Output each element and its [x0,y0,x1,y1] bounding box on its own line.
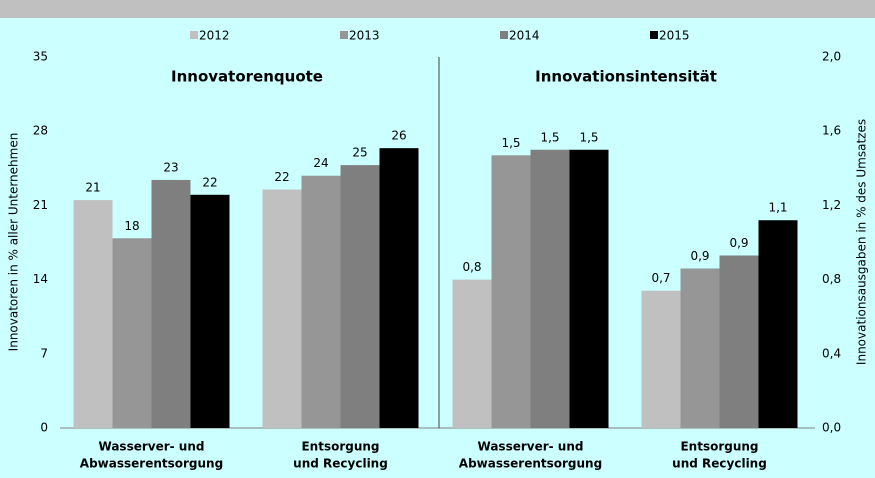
x-tick-label: Abwasserentsorgung [459,457,602,471]
y-tick-label: 7 [40,346,48,360]
data-label: 23 [163,160,178,174]
legend-swatch [190,31,198,39]
legend-swatch [340,31,348,39]
data-label: 0,9 [690,249,709,263]
bar [641,290,681,428]
y2-tick-label: 1,6 [822,124,841,138]
bar [530,149,570,428]
y-tick-label: 28 [33,124,48,138]
y2-tick-label: 0,4 [822,346,841,360]
legend-swatch [500,31,508,39]
y-tick-label: 35 [33,50,48,64]
bar [190,194,230,428]
x-tick-label: Abwasserentsorgung [80,457,223,471]
bar [719,255,759,428]
data-label: 18 [124,219,139,233]
bar [73,200,113,428]
top-bar [0,0,875,18]
legend-label: 2012 [199,29,230,43]
y2-tick-label: 0,0 [822,421,841,435]
bar [340,165,380,428]
legend-label: 2015 [659,29,690,43]
data-label: 25 [352,146,367,160]
x-tick-label: Wasserver- und [478,440,584,454]
bar [379,148,419,428]
bar [491,155,531,428]
panel-title: Innovatorenquote [171,68,323,86]
data-label: 22 [202,175,217,189]
data-label: 1,5 [501,136,520,150]
y2-tick-label: 2,0 [822,50,841,64]
bar [569,149,609,428]
data-label: 0,9 [729,236,748,250]
legend-swatch [650,31,658,39]
data-label: 1,5 [540,130,559,144]
panel-title: Innovationsintensität [535,68,717,86]
data-label: 21 [85,181,100,195]
legend-label: 2014 [509,29,540,43]
data-label: 26 [391,129,406,143]
bar [262,189,302,428]
y2-tick-label: 1,2 [822,198,841,212]
legend-label: 2013 [349,29,380,43]
data-label: 1,5 [579,130,598,144]
bar [452,279,492,428]
x-tick-label: und Recycling [672,457,767,471]
y-tick-label: 21 [33,198,48,212]
x-tick-label: Entsorgung [680,440,758,454]
y-tick-label: 14 [33,272,48,286]
data-label: 0,7 [651,271,670,285]
bar [112,238,152,428]
y2-tick-label: 0,8 [822,272,841,286]
bar [301,175,341,428]
bar [151,179,191,428]
bar [680,268,720,428]
data-label: 22 [274,170,289,184]
x-tick-label: Wasserver- und [99,440,205,454]
x-tick-label: und Recycling [293,457,388,471]
data-label: 0,8 [462,260,481,274]
x-tick-label: Entsorgung [301,440,379,454]
y-tick-label: 0 [40,421,48,435]
bar [758,220,798,428]
data-label: 1,1 [768,201,787,215]
y-axis-label: Innovatoren in % aller Unternehmen [7,133,21,352]
y2-axis-label: Innovationsausgaben in % des Umsatzes [855,119,869,365]
data-label: 24 [313,156,328,170]
